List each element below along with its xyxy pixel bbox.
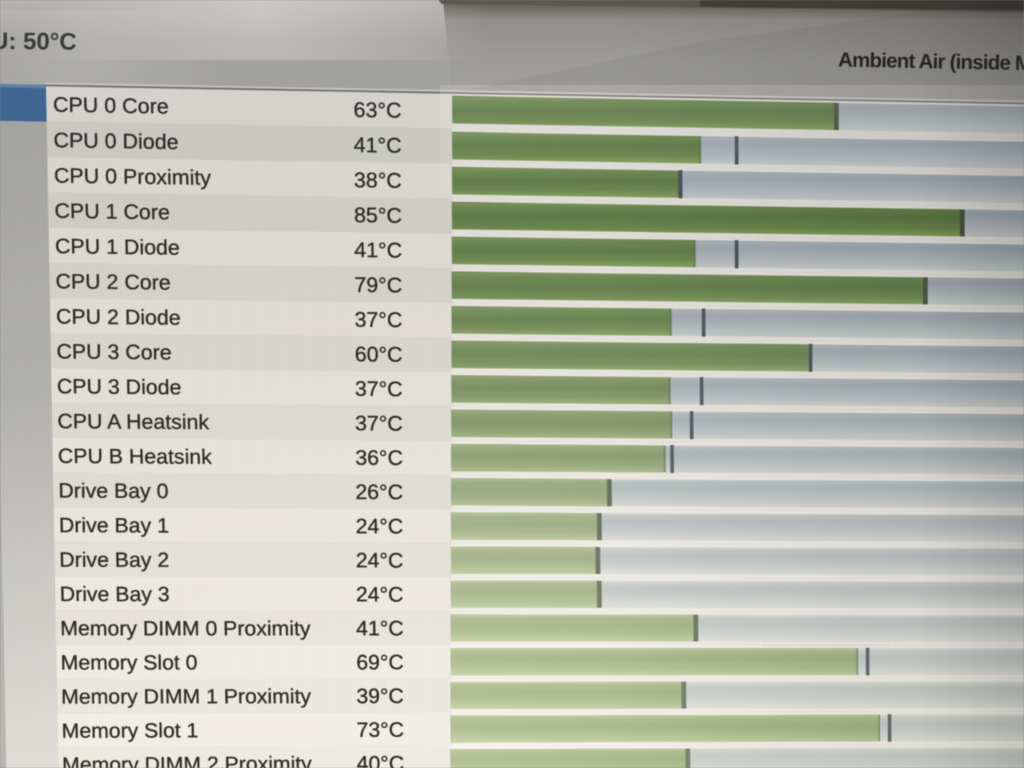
svg-text:24°C: 24°C <box>356 584 404 607</box>
svg-text:U: 50°C: U: 50°C <box>0 28 77 56</box>
svg-text:CPU 3 Core: CPU 3 Core <box>56 341 172 365</box>
svg-text:24°C: 24°C <box>356 550 404 573</box>
svg-text:69°C: 69°C <box>356 651 404 674</box>
svg-text:40°C: 40°C <box>357 752 405 768</box>
svg-text:41°C: 41°C <box>354 133 402 158</box>
svg-text:41°C: 41°C <box>356 618 404 641</box>
svg-text:CPU 0 Diode: CPU 0 Diode <box>53 129 179 154</box>
svg-text:Drive Bay 3: Drive Bay 3 <box>60 583 170 606</box>
svg-text:CPU 1 Core: CPU 1 Core <box>54 200 170 224</box>
svg-text:CPU B Heatsink: CPU B Heatsink <box>58 445 213 469</box>
svg-text:CPU 0 Core: CPU 0 Core <box>53 93 169 119</box>
svg-text:Memory DIMM 2 Proximity: Memory DIMM 2 Proximity <box>62 753 313 768</box>
svg-text:Memory DIMM 0 Proximity: Memory DIMM 0 Proximity <box>60 618 311 641</box>
svg-text:Drive Bay 1: Drive Bay 1 <box>59 514 169 537</box>
svg-text:37°C: 37°C <box>355 412 403 435</box>
svg-text:85°C: 85°C <box>354 203 402 228</box>
svg-text:Memory DIMM 1 Proximity: Memory DIMM 1 Proximity <box>61 685 312 708</box>
svg-text:Memory Slot 1: Memory Slot 1 <box>61 720 198 743</box>
svg-text:CPU 2 Diode: CPU 2 Diode <box>56 306 181 330</box>
svg-text:Drive Bay 0: Drive Bay 0 <box>58 480 168 503</box>
svg-text:63°C: 63°C <box>353 98 401 123</box>
svg-text:Drive Bay 2: Drive Bay 2 <box>59 549 169 572</box>
svg-text:CPU 0 Proximity: CPU 0 Proximity <box>54 165 212 190</box>
svg-text:60°C: 60°C <box>355 342 403 366</box>
svg-text:24°C: 24°C <box>356 515 404 538</box>
svg-text:CPU 1 Diode: CPU 1 Diode <box>55 235 180 259</box>
svg-text:37°C: 37°C <box>355 378 403 401</box>
svg-text:73°C: 73°C <box>356 719 404 742</box>
svg-text:CPU 3 Diode: CPU 3 Diode <box>57 376 182 400</box>
svg-text:41°C: 41°C <box>354 238 402 262</box>
svg-text:26°C: 26°C <box>355 481 403 504</box>
svg-text:39°C: 39°C <box>356 685 404 708</box>
svg-text:CPU A Heatsink: CPU A Heatsink <box>57 410 210 434</box>
svg-text:79°C: 79°C <box>354 273 402 297</box>
svg-text:CPU 2 Core: CPU 2 Core <box>55 271 171 295</box>
svg-text:38°C: 38°C <box>354 168 402 193</box>
svg-text:36°C: 36°C <box>355 447 403 470</box>
svg-text:Memory Slot 0: Memory Slot 0 <box>60 652 197 675</box>
svg-text:Ambient Air (inside M: Ambient Air (inside M <box>838 49 1024 76</box>
svg-text:37°C: 37°C <box>354 308 402 332</box>
